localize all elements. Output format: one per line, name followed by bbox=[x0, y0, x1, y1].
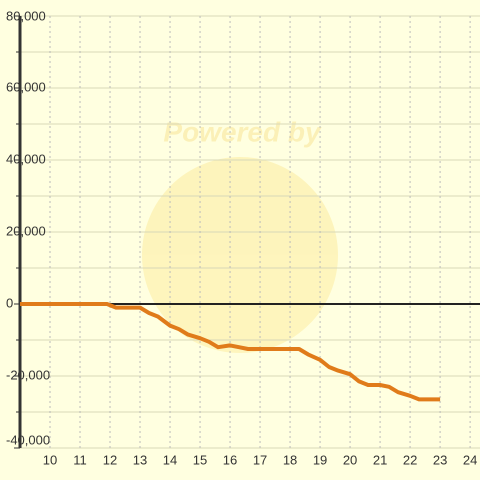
y-tick-label: -40,000 bbox=[6, 432, 50, 447]
x-tick-label: 13 bbox=[133, 452, 147, 467]
y-tick-label: 0 bbox=[6, 295, 13, 310]
watermark-logo bbox=[142, 157, 338, 353]
watermark-text: Powered by bbox=[163, 116, 322, 147]
x-tick-label: 24 bbox=[463, 452, 477, 467]
line bbox=[20, 302, 441, 402]
x-tick-label: 22 bbox=[403, 452, 417, 467]
y-tick-label: 20,000 bbox=[6, 223, 46, 238]
x-tick-label: 21 bbox=[373, 452, 387, 467]
x-tick-label: 15 bbox=[193, 452, 207, 467]
x-tick-label: 23 bbox=[433, 452, 447, 467]
x-tick-label: 11 bbox=[73, 452, 87, 467]
y-tick-label: 60,000 bbox=[6, 79, 46, 94]
x-tick-label: 18 bbox=[283, 452, 297, 467]
x-tick-label: 10 bbox=[43, 452, 57, 467]
y-tick-label: 80,000 bbox=[6, 8, 46, 23]
x-tick-label: 16 bbox=[223, 452, 237, 467]
x-tick-label: 19 bbox=[313, 452, 327, 467]
y-tick-label: -20,000 bbox=[6, 367, 50, 382]
y-tick-label: 40,000 bbox=[6, 151, 46, 166]
x-tick-label: 14 bbox=[163, 452, 177, 467]
x-tick-label: 12 bbox=[103, 452, 117, 467]
x-tick-label: 20 bbox=[343, 452, 357, 467]
x-tick-label: 17 bbox=[253, 452, 267, 467]
